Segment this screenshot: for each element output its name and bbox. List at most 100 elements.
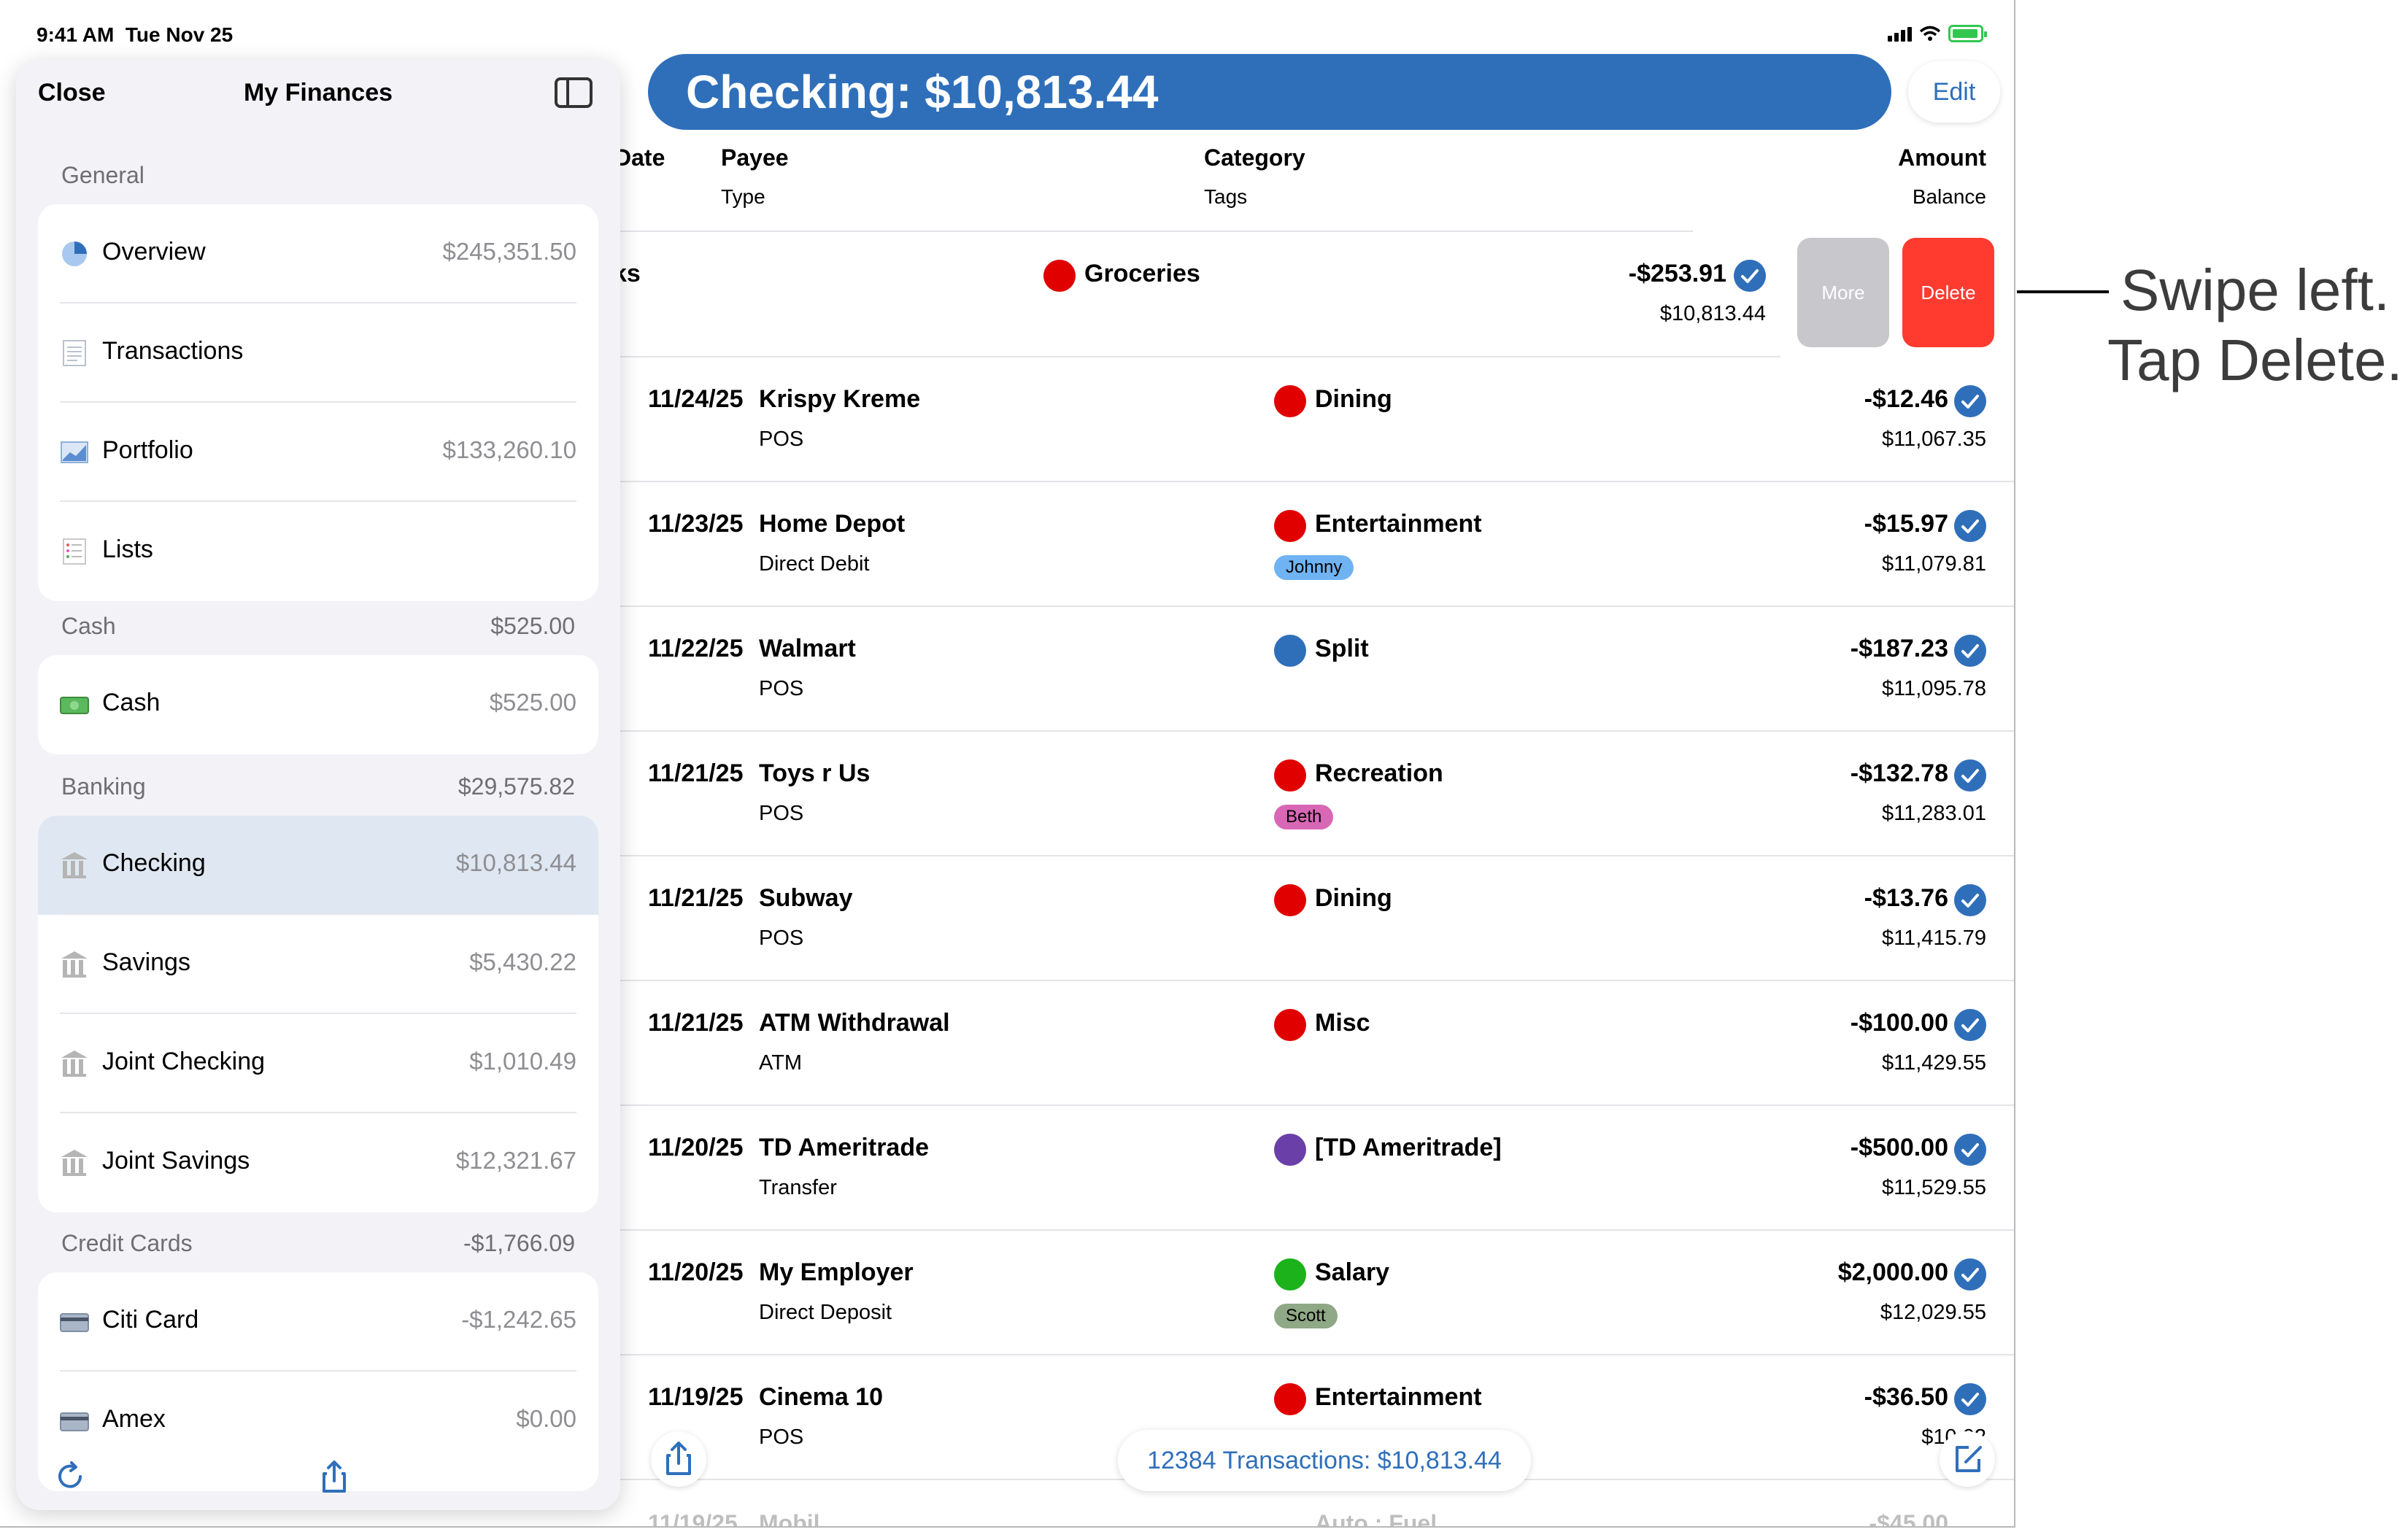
sidebar-item-label: Overview bbox=[102, 238, 206, 266]
cleared-check-icon[interactable] bbox=[1954, 385, 1986, 417]
row-type: POS bbox=[759, 926, 804, 950]
sidebar-item-label: Savings bbox=[102, 948, 190, 976]
compose-icon bbox=[1956, 1446, 1982, 1472]
cleared-check-icon[interactable] bbox=[1954, 510, 1986, 542]
close-button[interactable]: Close bbox=[38, 79, 106, 107]
sidebar-item-savings[interactable]: Savings $5,430.22 bbox=[38, 915, 598, 1014]
line-chart-icon bbox=[60, 438, 89, 467]
sidebar-item-amount: $525.00 bbox=[489, 689, 576, 716]
row-type: POS bbox=[759, 1425, 804, 1449]
row-divider bbox=[613, 1354, 2014, 1355]
table-row[interactable]: 11/21/25 Subway POS Dining -$13.76 $11,415.79 bbox=[613, 856, 2014, 980]
column-category[interactable]: Category bbox=[1204, 144, 1305, 171]
row-payee: My Employer bbox=[759, 1258, 914, 1286]
row-amount: -$36.50 bbox=[1864, 1383, 1948, 1411]
sidebar-item-amount: $10,813.44 bbox=[455, 849, 576, 876]
sidebar-share-icon[interactable] bbox=[315, 1458, 353, 1499]
sidebar-divider bbox=[60, 1013, 576, 1014]
table-row[interactable]: 11/20/25 TD Ameritrade Transfer [TD Ameritr… bbox=[613, 1106, 2014, 1230]
swiped-transaction-row[interactable]: ks Groceries -$253.91 $10,813.44 More De… bbox=[613, 232, 2014, 357]
table-row[interactable]: 11/24/25 Krispy Kreme POS Dining -$12.46 $11,… bbox=[613, 357, 2014, 481]
row-payee: Walmart bbox=[759, 635, 856, 662]
sidebar-item-cash[interactable]: Cash $525.00 bbox=[38, 655, 598, 754]
sidebar-item-amount: $0.00 bbox=[516, 1405, 576, 1432]
cleared-check-icon[interactable] bbox=[1954, 759, 1986, 792]
sidebar-item-overview[interactable]: Overview $245,351.50 bbox=[38, 204, 598, 303]
section-banking: Banking $29,575.82 bbox=[61, 773, 575, 800]
row-payee: TD Ameritrade bbox=[759, 1134, 930, 1161]
row-amount: -$13.76 bbox=[1864, 884, 1948, 912]
sidebar-item-joint-checking[interactable]: Joint Checking $1,010.49 bbox=[38, 1014, 598, 1113]
row-payee: ATM Withdrawal bbox=[759, 1009, 950, 1037]
refresh-icon[interactable] bbox=[53, 1459, 88, 1502]
sidebar-toggle-icon[interactable] bbox=[555, 77, 593, 108]
row-category: Entertainment bbox=[1315, 1383, 1482, 1411]
credit-card-icon bbox=[60, 1307, 89, 1336]
sidebar-divider bbox=[60, 500, 576, 502]
table-row[interactable]: 11/21/25 ATM Withdrawal ATM Misc -$100.00 $11… bbox=[613, 981, 2014, 1105]
share-button[interactable] bbox=[651, 1431, 706, 1487]
balance-label: $10,813.44 bbox=[1659, 302, 1766, 325]
category-dot bbox=[1274, 1134, 1306, 1166]
column-tags[interactable]: Tags bbox=[1204, 185, 1248, 208]
section-cash-label: Cash bbox=[61, 613, 116, 639]
sidebar-item-amex[interactable]: Amex $0.00 bbox=[38, 1372, 598, 1471]
status-bar: 9:41 AM Tue Nov 25 bbox=[0, 0, 2014, 51]
category-dot bbox=[1043, 260, 1076, 292]
ipad-screen: Checking: $10,813.44 Edit Date Payee Typ… bbox=[0, 0, 2015, 1528]
row-balance: $11,283.01 bbox=[1882, 802, 1986, 825]
sidebar-item-portfolio[interactable]: Portfolio $133,260.10 bbox=[38, 403, 598, 502]
tag-badge: Beth bbox=[1274, 805, 1334, 829]
row-amount: -$100.00 bbox=[1850, 1009, 1948, 1037]
table-row[interactable]: 11/21/25 Toys r Us POS Recreation Beth -$132.… bbox=[613, 732, 2014, 856]
cleared-check-icon[interactable] bbox=[1954, 884, 1986, 916]
row-type: Transfer bbox=[759, 1176, 837, 1199]
section-credit: Credit Cards -$1,766.09 bbox=[61, 1230, 575, 1257]
sidebar-item-lists[interactable]: Lists bbox=[38, 502, 598, 601]
cleared-check-icon[interactable] bbox=[1954, 1009, 1986, 1041]
sidebar-item-checking[interactable]: Checking $10,813.44 bbox=[38, 816, 598, 915]
tag-badge: Scott bbox=[1274, 1304, 1338, 1328]
column-type[interactable]: Type bbox=[721, 185, 765, 208]
table-row[interactable]: 11/23/25 Home Depot Direct Debit Entertainm… bbox=[613, 482, 2014, 606]
section-cash: Cash $525.00 bbox=[61, 613, 575, 640]
cleared-check-icon[interactable] bbox=[1954, 1134, 1986, 1166]
table-row[interactable]: 11/22/25 Walmart POS Split -$187.23 $11,095.7… bbox=[613, 607, 2014, 731]
transaction-summary[interactable]: 12384 Transactions: $10,813.44 bbox=[1118, 1430, 1531, 1491]
column-date[interactable]: Date bbox=[614, 144, 665, 171]
delete-button[interactable]: Delete bbox=[1902, 238, 1994, 347]
pie-chart-icon bbox=[60, 239, 89, 268]
sidebar-item-label: Joint Savings bbox=[102, 1147, 250, 1175]
category-dot bbox=[1274, 1258, 1306, 1291]
row-amount: $2,000.00 bbox=[1837, 1258, 1948, 1286]
column-balance[interactable]: Balance bbox=[1912, 185, 1986, 208]
compose-button[interactable] bbox=[1940, 1431, 1995, 1487]
sidebar-item-amount: $245,351.50 bbox=[442, 238, 576, 265]
callout-line bbox=[2017, 290, 2109, 293]
sidebar-item-joint-savings[interactable]: Joint Savings $12,321.67 bbox=[38, 1113, 598, 1212]
sidebar-item-amount: $133,260.10 bbox=[442, 436, 576, 463]
row-amount: -$500.00 bbox=[1850, 1134, 1948, 1161]
row-payee: Home Depot bbox=[759, 510, 906, 538]
row-type: POS bbox=[759, 428, 804, 451]
sidebar-item-amount: $12,321.67 bbox=[455, 1147, 576, 1174]
edit-button[interactable]: Edit bbox=[1908, 61, 2000, 123]
more-button[interactable]: More bbox=[1797, 238, 1889, 347]
row-category: Salary bbox=[1315, 1258, 1390, 1286]
cleared-check-icon[interactable] bbox=[1954, 635, 1986, 667]
cleared-check-icon[interactable] bbox=[1954, 1258, 1986, 1291]
column-amount[interactable]: Amount bbox=[1898, 144, 1986, 171]
sidebar-item-transactions[interactable]: Transactions bbox=[38, 303, 598, 403]
cleared-check-icon[interactable] bbox=[1734, 260, 1766, 292]
sidebar-item-label: Citi Card bbox=[102, 1306, 199, 1334]
header-divider bbox=[613, 231, 1693, 232]
cleared-check-icon[interactable] bbox=[1954, 1383, 1986, 1415]
row-amount: -$132.78 bbox=[1850, 759, 1948, 787]
row-payee: Subway bbox=[759, 884, 853, 912]
row-date: 11/19/25 bbox=[648, 1383, 744, 1411]
table-row[interactable]: 11/20/25 My Employer Direct Deposit Salary S… bbox=[613, 1231, 2014, 1355]
row-divider bbox=[613, 730, 2014, 732]
row-balance: $11,095.78 bbox=[1882, 677, 1986, 700]
column-payee[interactable]: Payee bbox=[721, 144, 789, 171]
sidebar-item-citi-card[interactable]: Citi Card -$1,242.65 bbox=[38, 1272, 598, 1372]
